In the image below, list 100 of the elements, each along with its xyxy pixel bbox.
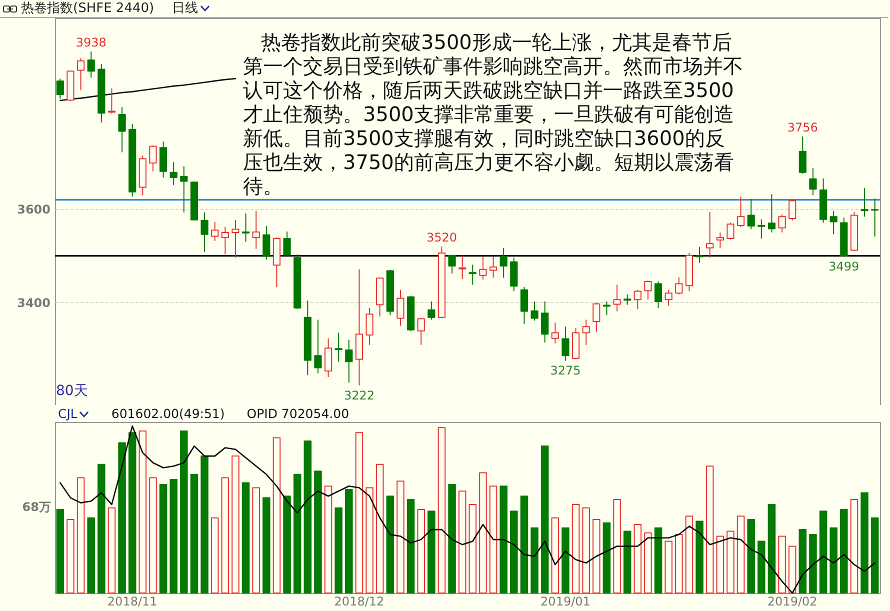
x-tick-label: 2019/01: [540, 594, 590, 608]
bar: [798, 529, 807, 594]
candlestick: [664, 289, 672, 306]
bar: [468, 504, 477, 594]
bar: [675, 534, 683, 594]
bar: [840, 509, 848, 594]
candlestick: [314, 319, 322, 374]
bar: [376, 464, 384, 594]
bar: [778, 536, 786, 594]
bar: [386, 496, 394, 594]
candlestick: [788, 198, 796, 221]
candlestick: [592, 302, 600, 332]
candlestick: [180, 166, 188, 213]
bar: [819, 510, 828, 594]
bar: [602, 522, 611, 594]
bar: [479, 472, 487, 594]
bar: [747, 519, 755, 594]
candlestick: [736, 196, 745, 228]
candlestick: [644, 280, 652, 300]
bar: [56, 509, 64, 594]
candlestick: [200, 212, 208, 253]
line-series: [60, 78, 236, 102]
candlestick: [830, 210, 838, 235]
bar: [540, 446, 549, 594]
bar: [706, 466, 714, 594]
candlestick: [159, 141, 168, 178]
bar: [396, 480, 404, 594]
annotation: 3275: [550, 364, 581, 378]
bar: [644, 532, 652, 594]
bar: [654, 527, 662, 594]
bar: [293, 474, 302, 594]
candlestick: [716, 232, 724, 248]
candlestick: [613, 284, 621, 312]
candlestick: [262, 225, 270, 260]
bar: [149, 477, 157, 594]
bar: [520, 496, 528, 594]
bar: [572, 504, 580, 594]
bar: [562, 527, 570, 594]
candlestick: [809, 168, 817, 196]
bar: [118, 442, 126, 594]
candlestick: [500, 247, 508, 278]
bar: [180, 430, 188, 594]
candlestick: [479, 256, 487, 280]
bar: [138, 430, 147, 594]
bar: [758, 540, 766, 594]
candlestick: [551, 322, 559, 344]
bar: [366, 487, 374, 594]
candlestick: [396, 289, 404, 326]
bar: [428, 510, 436, 594]
candlestick: [366, 308, 374, 346]
candlestick: [324, 338, 332, 378]
candlestick: [778, 214, 786, 233]
x-tick-label: 2019/02: [767, 594, 818, 608]
bar: [272, 437, 281, 594]
candlestick: [624, 294, 632, 306]
text: OPID 702054.00: [246, 406, 350, 422]
candlestick: [634, 289, 642, 310]
bar: [489, 486, 498, 594]
x-tick-label: 2018/12: [334, 594, 384, 608]
bar: [128, 432, 136, 594]
bar: [613, 498, 621, 594]
candlestick: [489, 256, 498, 278]
candlestick: [654, 280, 662, 309]
annotation: 3222: [344, 388, 374, 402]
candlestick: [860, 188, 868, 218]
bar: [304, 440, 312, 594]
bar: [726, 530, 734, 594]
candlestick: [345, 339, 353, 384]
bar: [108, 507, 116, 594]
bar: [768, 504, 776, 594]
text: CJL: [58, 406, 78, 422]
candlestick: [602, 300, 611, 316]
candlestick: [87, 51, 95, 78]
candlestick: [541, 300, 549, 344]
bar: [500, 486, 508, 594]
y-tick-label: 3400: [17, 296, 50, 310]
bar: [87, 517, 95, 594]
candlestick: [468, 264, 476, 286]
bar: [210, 517, 219, 594]
bar: [685, 516, 694, 594]
bar: [221, 477, 230, 594]
annotation: 3499: [828, 259, 860, 274]
bar: [438, 427, 446, 594]
bar: [530, 527, 538, 594]
candlestick: [747, 198, 755, 230]
candlestick: [428, 300, 436, 320]
bar: [696, 520, 704, 594]
candlestick: [211, 221, 219, 242]
candlestick: [530, 300, 538, 322]
bar: [634, 524, 642, 594]
candlestick: [798, 136, 806, 174]
candlestick: [417, 318, 425, 346]
annotation: 3756: [787, 120, 818, 134]
bar: [345, 488, 353, 594]
candlestick: [675, 276, 683, 295]
bar: [788, 546, 796, 594]
bar: [66, 519, 74, 594]
bar: [458, 490, 466, 594]
text: 热卷指数(SHFE 2440): [21, 0, 154, 17]
bar: [406, 498, 415, 594]
